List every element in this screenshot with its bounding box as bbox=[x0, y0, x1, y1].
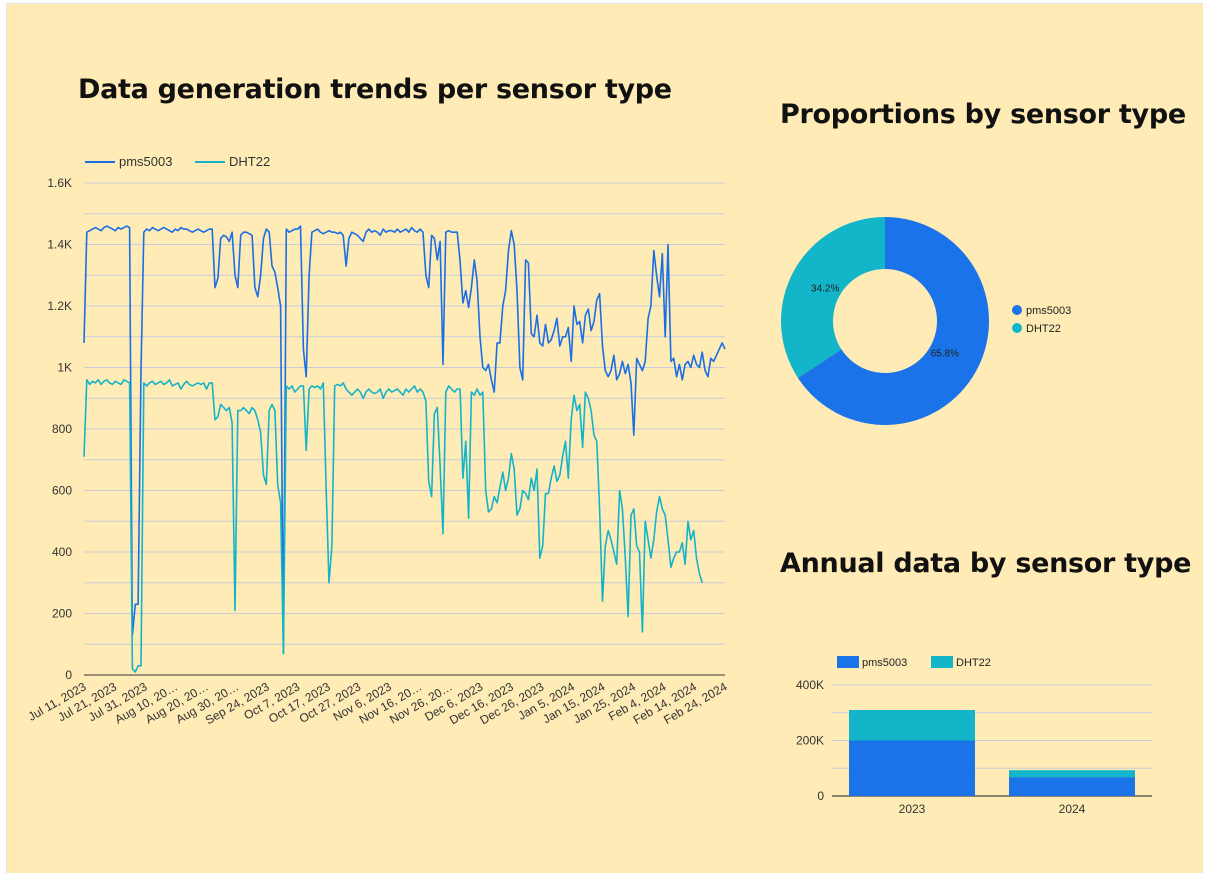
y-tick-label: 600 bbox=[52, 484, 72, 498]
y-tick-label: 800 bbox=[52, 422, 72, 436]
y-tick-label: 200K bbox=[796, 734, 824, 748]
y-tick-label: 1K bbox=[57, 361, 72, 375]
pie-slice-DHT22 bbox=[781, 217, 885, 378]
trend-chart-title: Data generation trends per sensor type bbox=[78, 74, 672, 105]
legend-swatch bbox=[1012, 305, 1022, 315]
bar-pms5003-2023 bbox=[849, 740, 975, 796]
legend-swatch bbox=[1012, 323, 1022, 333]
y-tick-label: 0 bbox=[817, 789, 824, 803]
y-tick-label: 1.2K bbox=[47, 299, 72, 313]
legend-label: DHT22 bbox=[229, 154, 270, 169]
legend-label: DHT22 bbox=[956, 657, 991, 669]
series-line-DHT22 bbox=[83, 379, 703, 673]
legend-swatch bbox=[837, 656, 859, 668]
proportion-donut-chart: 65.8% 34.2% pms5003 DHT22 bbox=[781, 217, 1071, 425]
legend-label: pms5003 bbox=[119, 154, 172, 169]
pie-slice-label: 65.8% bbox=[931, 348, 959, 359]
annual-stacked-bar-chart: 0 200K 400K pms5003 DHT22 2023 2024 bbox=[796, 656, 1152, 816]
annual-chart-title: Annual data by sensor type bbox=[780, 548, 1192, 579]
bar-DHT22-2023 bbox=[849, 709, 975, 741]
y-tick-label: 400K bbox=[796, 678, 824, 692]
y-tick-label: 400 bbox=[52, 545, 72, 559]
pie-slice-pms5003 bbox=[797, 217, 989, 425]
bar-DHT22-2024 bbox=[1009, 770, 1135, 778]
y-tick-label: 0 bbox=[65, 668, 72, 682]
y-tick-label: 200 bbox=[52, 607, 72, 621]
legend-label: pms5003 bbox=[1026, 305, 1071, 317]
y-tick-label: 1.4K bbox=[47, 238, 72, 252]
legend-label: pms5003 bbox=[862, 657, 907, 669]
legend-label: DHT22 bbox=[1026, 323, 1061, 335]
dashboard-canvas: Data generation trends per sensor type P… bbox=[6, 3, 1203, 873]
x-tick-label: 2023 bbox=[899, 802, 926, 816]
proportion-chart-title: Proportions by sensor type bbox=[780, 99, 1186, 130]
x-tick-label: 2024 bbox=[1059, 802, 1086, 816]
y-tick-label: 1.6K bbox=[47, 176, 72, 190]
series-line-pms5003 bbox=[83, 225, 726, 655]
bar-pms5003-2024 bbox=[1009, 777, 1135, 796]
pie-slice-label: 34.2% bbox=[811, 284, 839, 295]
legend-swatch bbox=[931, 656, 953, 668]
